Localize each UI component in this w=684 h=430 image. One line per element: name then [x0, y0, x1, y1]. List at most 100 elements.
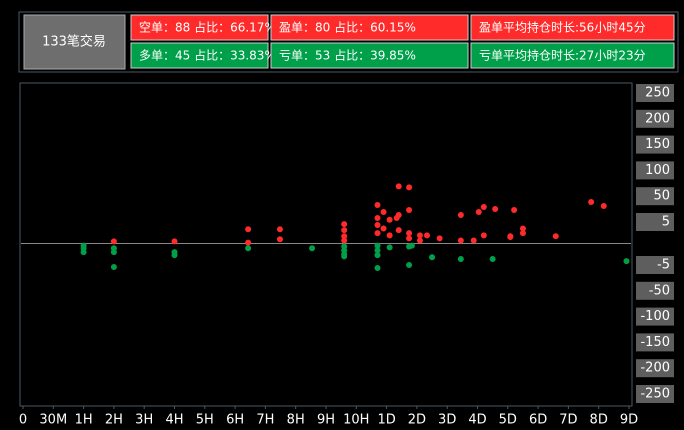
x-tick-label: 7D — [559, 413, 577, 428]
summary-box — [23, 14, 126, 70]
point — [374, 202, 381, 209]
x-tick-label: 9D — [620, 413, 638, 428]
y-tick-label: 200 — [645, 111, 670, 126]
point — [470, 237, 477, 244]
point — [406, 235, 413, 242]
point — [395, 227, 402, 234]
x-tick-label: 6H — [226, 413, 244, 428]
point — [374, 247, 381, 254]
x-tick-label: 0 — [19, 413, 27, 428]
point — [245, 239, 252, 246]
stat-cell — [470, 42, 675, 69]
point — [519, 230, 526, 237]
point — [245, 226, 252, 233]
y-tick-label: -50 — [649, 283, 670, 298]
point — [406, 184, 413, 191]
point — [386, 232, 393, 239]
point — [80, 249, 87, 256]
stat-text: 空单：88 占比：66.17% — [139, 20, 276, 35]
point — [475, 209, 482, 216]
stat-cell — [470, 14, 675, 41]
point — [245, 245, 252, 252]
point — [406, 230, 413, 237]
point — [436, 235, 443, 242]
point — [341, 237, 348, 244]
point — [600, 203, 607, 210]
x-tick-label: 30M — [39, 413, 67, 428]
x-tick-label: 5D — [499, 413, 517, 428]
point — [623, 258, 630, 265]
x-tick-label: 3H — [135, 413, 153, 428]
point — [341, 233, 348, 240]
summary-title: 133笔交易 — [42, 34, 106, 50]
point — [511, 207, 518, 214]
stat-cell — [130, 14, 269, 41]
point — [424, 232, 430, 239]
y-tick-box — [636, 385, 674, 403]
y-tick-label: -100 — [640, 309, 670, 324]
stat-text: 盈单：80 占比：60.15% — [279, 20, 416, 35]
point — [588, 198, 595, 205]
point — [374, 252, 381, 259]
point — [429, 254, 436, 261]
y-tick-label: -5 — [657, 258, 670, 273]
y-tick-label: -250 — [640, 387, 670, 402]
x-tick-label: 4H — [165, 413, 183, 428]
point — [457, 212, 464, 219]
point — [395, 183, 402, 190]
point — [406, 262, 413, 268]
point — [276, 236, 283, 243]
point — [110, 238, 117, 245]
stat-text: 亏单平均持仓时长:27小时23分 — [479, 48, 646, 63]
point — [416, 237, 423, 244]
point — [276, 226, 283, 233]
point — [406, 207, 413, 214]
point — [386, 244, 393, 251]
point — [380, 225, 387, 232]
x-tick-label: 7H — [256, 413, 274, 428]
point — [457, 255, 464, 262]
y-tick-box — [636, 256, 674, 274]
stat-text: 多单：45 占比：33.83% — [139, 48, 276, 63]
x-tick-label: 2D — [408, 413, 426, 428]
x-tick-label: 8H — [287, 413, 305, 428]
y-tick-box — [636, 281, 674, 300]
point — [480, 203, 487, 210]
y-tick-box — [636, 187, 674, 206]
x-tick-label: 8D — [590, 413, 608, 428]
y-tick-box — [636, 161, 674, 180]
point — [374, 264, 381, 271]
x-tick-label: 5H — [196, 413, 214, 428]
point — [380, 209, 387, 216]
y-tick-box — [636, 359, 674, 378]
x-tick-label: 4D — [468, 413, 486, 428]
point — [341, 227, 348, 234]
point — [489, 255, 496, 262]
y-tick-label: -150 — [640, 335, 670, 350]
y-tick-box — [636, 213, 674, 231]
point — [416, 232, 423, 239]
point — [408, 242, 415, 249]
point — [374, 242, 381, 249]
y-tick-box — [636, 135, 674, 154]
point — [341, 221, 348, 228]
x-tick-label: 9H — [317, 413, 335, 428]
y-tick-box — [636, 307, 674, 326]
x-tick-label: 1H — [75, 413, 93, 428]
y-tick-label: -200 — [640, 361, 670, 376]
point — [309, 245, 316, 252]
point — [110, 264, 117, 271]
point — [492, 205, 499, 212]
point — [171, 238, 178, 245]
y-tick-box — [636, 84, 674, 102]
stat-cell — [270, 14, 469, 41]
point — [374, 214, 381, 221]
plot-area — [19, 82, 633, 407]
point — [393, 214, 400, 221]
stat-cell — [270, 42, 469, 69]
x-tick-label: 2H — [105, 413, 123, 428]
y-tick-box — [636, 333, 674, 352]
y-tick-label: 5 — [662, 215, 670, 230]
